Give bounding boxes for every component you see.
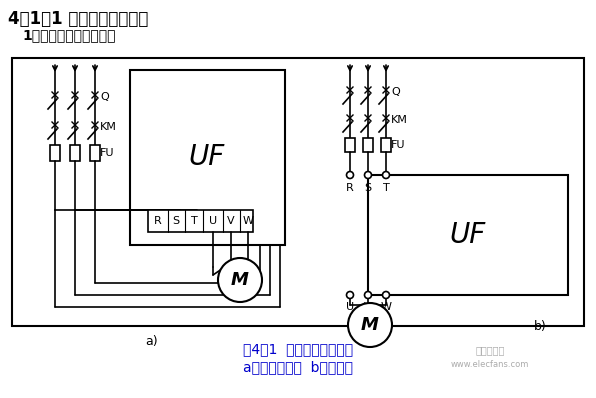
Circle shape	[348, 303, 392, 347]
Text: FU: FU	[391, 140, 405, 150]
Bar	[130, 70, 285, 245]
Text: U: U	[209, 216, 217, 226]
Text: R: R	[346, 183, 354, 193]
Bar	[345, 138, 355, 152]
Text: 图4－1  变频器输入主电路: 图4－1 变频器输入主电路	[243, 342, 353, 356]
Circle shape	[218, 258, 262, 302]
Circle shape	[383, 291, 390, 298]
Text: S: S	[172, 216, 179, 226]
Text: M: M	[231, 271, 249, 289]
Text: W: W	[380, 302, 392, 312]
Bar	[50, 145, 60, 161]
Bar	[90, 145, 100, 161]
Circle shape	[365, 291, 371, 298]
Text: UF: UF	[189, 143, 225, 171]
Text: 4．1．1 外接主电路的配置: 4．1．1 外接主电路的配置	[8, 10, 148, 28]
Bar	[70, 145, 80, 161]
Text: KM: KM	[391, 115, 408, 125]
Bar	[148, 210, 253, 232]
Text: KM: KM	[100, 122, 117, 132]
Text: www.elecfans.com: www.elecfans.com	[451, 360, 529, 369]
Circle shape	[346, 291, 353, 298]
Text: a): a)	[145, 335, 159, 348]
Text: V: V	[227, 216, 235, 226]
Text: U: U	[346, 302, 354, 312]
Bar	[368, 175, 568, 295]
Text: UF: UF	[450, 221, 486, 249]
Bar	[12, 58, 584, 326]
Text: V: V	[364, 302, 372, 312]
Text: Q: Q	[391, 87, 400, 97]
Text: a）主电路接法  b）电路图: a）主电路接法 b）电路图	[243, 360, 353, 374]
Text: T: T	[191, 216, 197, 226]
Circle shape	[346, 172, 353, 178]
Text: 电子发烧友: 电子发烧友	[476, 345, 505, 355]
Text: FU: FU	[100, 148, 114, 158]
Circle shape	[365, 172, 371, 178]
Text: R: R	[154, 216, 162, 226]
Text: b): b)	[533, 320, 547, 333]
Circle shape	[383, 172, 390, 178]
Text: M: M	[361, 316, 379, 334]
Text: S: S	[364, 183, 371, 193]
Text: 1．变频器的输入主电路: 1．变频器的输入主电路	[22, 28, 116, 42]
Bar	[363, 138, 373, 152]
Text: Q: Q	[100, 92, 108, 102]
Text: W: W	[243, 216, 253, 226]
Bar	[381, 138, 391, 152]
Text: T: T	[383, 183, 389, 193]
